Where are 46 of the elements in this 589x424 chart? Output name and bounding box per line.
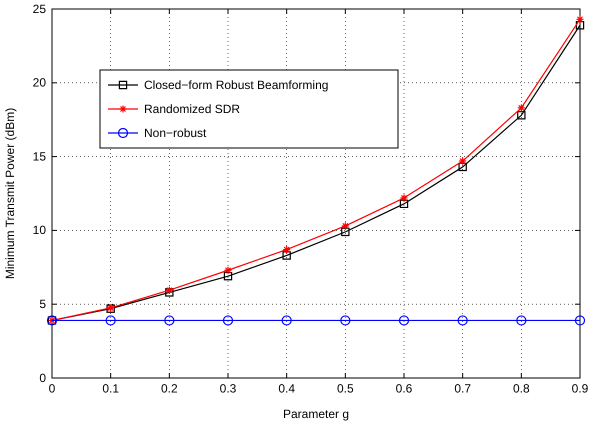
x-tick-label: 0.5 [336,382,354,396]
x-tick-label: 0.7 [454,382,472,396]
point [222,315,234,326]
point [341,222,350,230]
y-axis-title: Minimum Transmit Power (dBm) [3,108,17,280]
y-tick-label: 5 [39,297,46,312]
x-tick-label: 0.4 [278,382,296,396]
point [458,156,467,166]
y-tick-label: 20 [32,76,46,90]
point [400,200,408,208]
point [224,272,232,280]
point [282,245,291,254]
x-tick-label: 0.8 [512,382,530,396]
point [340,315,350,326]
legend-label: Non−robust [144,126,208,140]
x-tick-label: 0.2 [160,382,178,396]
point [574,315,586,326]
y-tick-label: 0 [39,370,46,385]
y-tick-label: 25 [32,2,46,16]
point [165,286,174,294]
point [341,228,350,236]
point [517,111,526,120]
point [576,21,584,30]
x-tick-label: 0.9 [572,382,589,396]
point [516,315,526,326]
point [224,266,232,274]
point [165,288,174,297]
x-tick-label: 0.1 [102,382,120,396]
x-axis-title: Parameter g [282,407,350,421]
y-tick-label: 15 [32,149,46,164]
x-tick-label: 0.3 [220,382,237,396]
point [282,251,291,260]
legend-label: Closed−form Robust Beamforming [144,78,328,92]
point [576,15,584,24]
point [282,315,292,326]
point [106,315,116,326]
point [398,315,410,326]
point [164,315,174,326]
y-tick-label: 10 [32,223,46,238]
point [458,315,468,326]
point [458,162,467,172]
x-tick-label: 0 [48,382,56,396]
x-tick-label: 0.6 [396,382,413,396]
legend-label: Randomized SDR [144,102,240,116]
point [400,194,408,202]
point [517,104,526,112]
